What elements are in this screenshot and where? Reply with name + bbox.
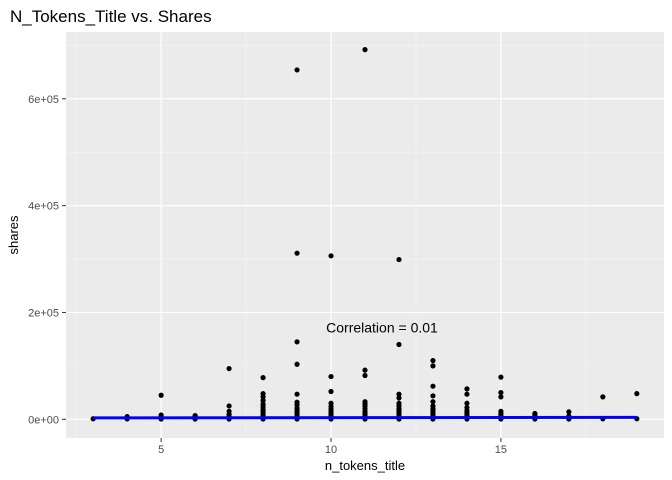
y-axis-label: shares bbox=[6, 215, 21, 255]
data-point bbox=[294, 391, 300, 397]
data-point bbox=[430, 393, 436, 399]
data-point bbox=[158, 412, 164, 418]
axis-ticks: 5 10 15 0e+00 2e+05 4e+05 6e+05 bbox=[28, 94, 507, 456]
y-tick-label: 4e+05 bbox=[28, 201, 59, 213]
data-point bbox=[464, 391, 470, 397]
data-point bbox=[328, 253, 334, 259]
data-point bbox=[464, 386, 470, 392]
data-point bbox=[226, 365, 232, 372]
data-point bbox=[260, 375, 266, 381]
y-tick-label: 6e+05 bbox=[28, 94, 59, 106]
minor-gridlines bbox=[66, 32, 664, 438]
data-point bbox=[396, 400, 402, 406]
data-point bbox=[328, 400, 334, 406]
data-point bbox=[396, 256, 402, 263]
data-point bbox=[430, 383, 436, 389]
y-tick-label: 2e+05 bbox=[28, 307, 59, 319]
data-point bbox=[430, 403, 436, 409]
data-point bbox=[634, 391, 640, 397]
data-point bbox=[430, 357, 436, 364]
data-point bbox=[396, 395, 402, 401]
data-point bbox=[294, 399, 300, 405]
data-point bbox=[430, 399, 436, 405]
data-point bbox=[498, 394, 504, 400]
data-point bbox=[260, 401, 266, 407]
data-point bbox=[260, 391, 266, 397]
data-point bbox=[294, 361, 300, 367]
x-tick-label: 15 bbox=[495, 444, 507, 456]
data-point bbox=[226, 403, 232, 409]
data-point bbox=[226, 408, 232, 414]
x-axis-label: n_tokens_title bbox=[325, 458, 405, 473]
major-gridlines bbox=[66, 32, 664, 438]
data-point bbox=[430, 363, 436, 369]
x-tick-label: 10 bbox=[325, 444, 337, 456]
data-point bbox=[294, 250, 300, 256]
x-tick-label: 5 bbox=[158, 444, 164, 456]
chart-title: N_Tokens_Title vs. Shares bbox=[10, 7, 212, 26]
data-point bbox=[566, 409, 572, 415]
data-point bbox=[464, 400, 470, 406]
data-point bbox=[498, 374, 504, 380]
data-point bbox=[532, 410, 538, 417]
data-point bbox=[158, 392, 164, 398]
data-point bbox=[328, 373, 334, 380]
data-point bbox=[464, 404, 470, 411]
data-point bbox=[362, 47, 368, 53]
correlation-annotation: Correlation = 0.01 bbox=[326, 319, 438, 335]
data-point bbox=[294, 339, 300, 345]
data-point bbox=[260, 398, 266, 404]
data-point bbox=[396, 391, 402, 397]
data-point bbox=[294, 67, 300, 73]
data-point bbox=[362, 372, 368, 379]
data-point bbox=[498, 389, 504, 396]
data-point bbox=[600, 394, 606, 400]
data-point bbox=[498, 408, 504, 414]
data-point bbox=[328, 388, 334, 395]
y-tick-label: 0e+00 bbox=[28, 414, 59, 426]
data-point bbox=[362, 399, 368, 405]
data-point bbox=[362, 367, 368, 373]
data-point bbox=[396, 341, 402, 348]
